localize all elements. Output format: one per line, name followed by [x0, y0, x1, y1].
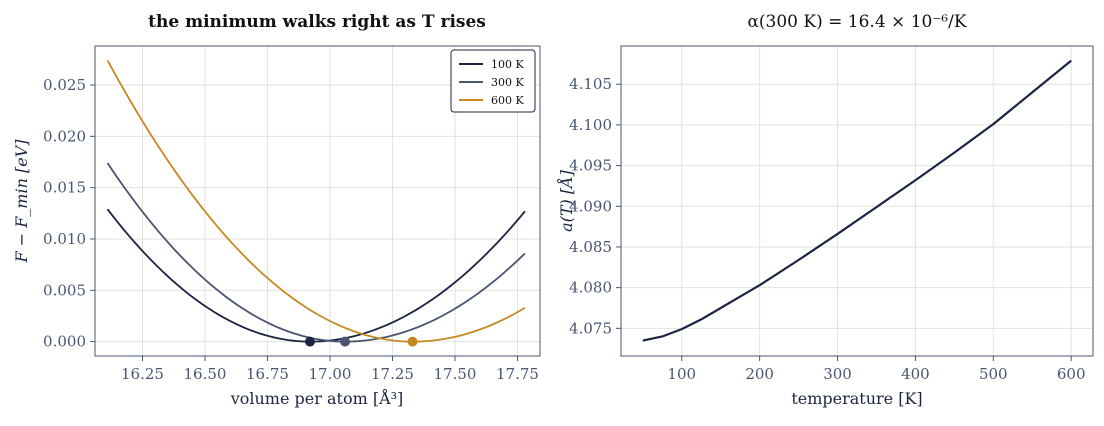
right-chart-title: α(300 K) = 16.4 × 10⁻⁶/K — [747, 12, 966, 32]
left-y-tick-label: 0.020 — [43, 127, 86, 145]
right-x-tick-label: 400 — [901, 365, 930, 383]
left-y-tick-label: 0.025 — [43, 76, 86, 94]
left-x-tick-label: 16.25 — [121, 365, 164, 383]
left-minima — [305, 336, 418, 347]
legend-box — [450, 49, 536, 113]
minimum-marker-3 — [407, 336, 418, 347]
left-y-tick-label: 0.005 — [43, 281, 86, 299]
legend-label: 100 K — [491, 58, 524, 71]
right-x-tick-label: 300 — [823, 365, 852, 383]
left-x-tick-label: 17.75 — [496, 365, 539, 383]
right-series — [642, 59, 1072, 342]
left-y-ticks: 0.000 0.005 0.010 0.015 0.020 0.025 — [43, 76, 95, 351]
left-x-tick-label: 17.25 — [371, 365, 414, 383]
right-y-tick-label: 4.080 — [569, 279, 612, 297]
legend-label: 300 K — [491, 76, 524, 89]
right-y-tick-label: 4.085 — [569, 238, 612, 256]
minimum-marker-1 — [305, 336, 315, 347]
right-x-axis-label: temperature [K] — [791, 389, 922, 408]
left-x-tick-label: 17.00 — [309, 365, 352, 383]
left-x-tick-label: 17.50 — [434, 365, 477, 383]
right-x-tick-label: 500 — [979, 365, 1008, 383]
left-chart: 16.25 16.50 16.75 17.00 17.25 17.50 17.75 0.00… — [12, 12, 541, 408]
right-y-tick-label: 4.075 — [569, 319, 612, 337]
left-x-axis-label: volume per atom [Å³] — [230, 388, 404, 408]
minimum-marker-2 — [340, 336, 350, 347]
left-plot-frame — [94, 45, 541, 357]
right-y-tick-label: 4.090 — [569, 197, 612, 215]
left-series — [106, 59, 526, 343]
legend-label: 600 K — [491, 94, 524, 107]
left-series-line-2 — [106, 162, 526, 343]
left-series-line-1 — [106, 208, 526, 343]
lattice-parameter-line — [642, 59, 1072, 342]
left-y-tick-label: 0.000 — [43, 333, 86, 351]
left-y-tick-label: 0.010 — [43, 230, 86, 248]
right-x-tick-label: 200 — [745, 365, 774, 383]
right-y-tick-label: 4.105 — [569, 75, 612, 93]
right-x-tick-label: 100 — [667, 365, 696, 383]
right-grid — [621, 46, 1093, 356]
left-chart-title: the minimum walks right as T rises — [148, 12, 486, 32]
left-y-tick-label: 0.015 — [43, 179, 86, 197]
right-plot-frame — [620, 45, 1094, 357]
right-y-tick-label: 4.100 — [569, 116, 612, 134]
left-x-ticks: 16.25 16.50 16.75 17.00 17.25 17.50 17.75 — [121, 356, 539, 383]
left-legend: 100 K 300 K 600 K — [450, 49, 536, 113]
left-series-line-3 — [106, 59, 526, 343]
left-x-tick-label: 16.50 — [184, 365, 227, 383]
right-y-axis-label: a(T) [Å] — [556, 169, 576, 232]
right-chart: 100 200 300 400 500 600 4.0754.0804.0854.0904… — [556, 12, 1094, 408]
right-y-ticks: 4.075 4.080 4.085 4.090 4.095 4.100 4.105 — [569, 75, 621, 337]
left-y-axis-label: F − F_min [eV] — [12, 139, 31, 264]
left-x-tick-label: 16.75 — [246, 365, 289, 383]
right-y-tick-label: 4.095 — [569, 157, 612, 175]
right-x-ticks: 100 200 300 400 500 600 — [667, 356, 1086, 383]
right-x-tick-label: 600 — [1057, 365, 1086, 383]
